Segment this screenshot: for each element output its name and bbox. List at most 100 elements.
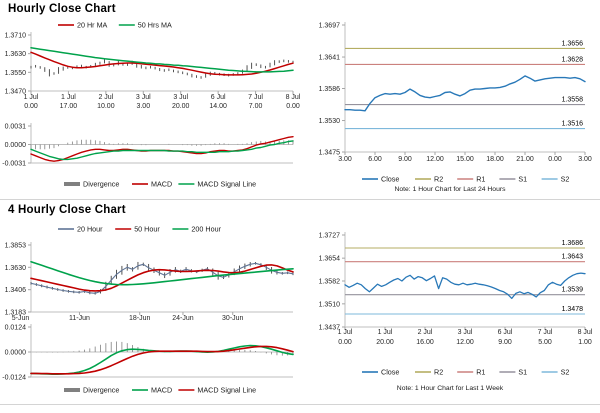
svg-text:1.3630: 1.3630 — [5, 265, 27, 272]
svg-text:21.00: 21.00 — [516, 156, 534, 163]
svg-text:1.3710: 1.3710 — [5, 33, 27, 40]
svg-text:MACD Signal Line: MACD Signal Line — [197, 180, 256, 189]
svg-text:1 Jul: 1 Jul — [378, 329, 393, 336]
svg-text:0.00: 0.00 — [548, 156, 562, 163]
svg-text:20.00: 20.00 — [376, 339, 394, 346]
svg-text:0.0031: 0.0031 — [5, 124, 27, 131]
svg-text:5-Jun: 5-Jun — [12, 315, 30, 322]
svg-text:20.00: 20.00 — [172, 103, 190, 110]
svg-text:1.3656: 1.3656 — [562, 40, 584, 47]
svg-text:20 Hr MA: 20 Hr MA — [77, 21, 108, 30]
svg-text:1.3586: 1.3586 — [319, 86, 341, 93]
svg-text:3.00: 3.00 — [578, 156, 592, 163]
svg-text:1.3475: 1.3475 — [319, 150, 341, 157]
svg-text:-0.0124: -0.0124 — [2, 375, 26, 382]
svg-text:50 Hrs MA: 50 Hrs MA — [138, 21, 172, 30]
svg-text:200 Hour: 200 Hour — [191, 225, 221, 234]
svg-text:9.00: 9.00 — [398, 156, 412, 163]
svg-text:6 Jul: 6 Jul — [498, 329, 513, 336]
svg-text:20 Hour: 20 Hour — [77, 225, 103, 234]
svg-text:8 Jul: 8 Jul — [578, 329, 593, 336]
svg-text:1.3727: 1.3727 — [319, 233, 341, 240]
four-hourly-close-chart-title: 4 Hourly Close Chart — [8, 204, 126, 216]
svg-text:10.00: 10.00 — [97, 103, 115, 110]
svg-text:9.00: 9.00 — [498, 339, 512, 346]
bottom-divider — [0, 404, 600, 405]
svg-text:R1: R1 — [476, 175, 485, 184]
svg-text:S1: S1 — [518, 368, 527, 377]
svg-text:24-Jun: 24-Jun — [172, 315, 194, 322]
svg-text:1.3550: 1.3550 — [5, 70, 27, 77]
svg-text:1 Jul: 1 Jul — [24, 94, 39, 101]
svg-text:3 Jul: 3 Jul — [136, 94, 151, 101]
svg-text:18-Jun: 18-Jun — [129, 315, 151, 322]
svg-text:S2: S2 — [561, 368, 570, 377]
svg-text:Divergence: Divergence — [83, 180, 119, 189]
svg-text:MACD: MACD — [151, 386, 172, 395]
svg-text:3.00: 3.00 — [338, 156, 352, 163]
svg-text:1.3686: 1.3686 — [562, 240, 584, 247]
svg-text:3 Jul: 3 Jul — [458, 329, 473, 336]
svg-text:30-Jun: 30-Jun — [222, 315, 244, 322]
svg-text:1.3582: 1.3582 — [319, 279, 341, 286]
svg-text:2 Jul: 2 Jul — [98, 94, 113, 101]
svg-text:0.00: 0.00 — [338, 339, 352, 346]
svg-text:1.3183: 1.3183 — [5, 310, 27, 317]
svg-text:1.3530: 1.3530 — [319, 118, 341, 125]
note-last-1-week: Note: 1 Hour Chart for Last 1 Week — [396, 385, 504, 392]
svg-text:1.3853: 1.3853 — [5, 243, 27, 250]
svg-text:7.00: 7.00 — [249, 103, 263, 110]
svg-text:15.00: 15.00 — [456, 156, 474, 163]
svg-text:16.00: 16.00 — [416, 339, 434, 346]
svg-text:1.00: 1.00 — [578, 339, 592, 346]
svg-text:R2: R2 — [434, 368, 443, 377]
svg-text:0.0124: 0.0124 — [5, 325, 27, 332]
svg-text:11-Jun: 11-Jun — [69, 315, 90, 322]
svg-text:6 Jul: 6 Jul — [211, 94, 226, 101]
svg-text:7 Jul: 7 Jul — [538, 329, 553, 336]
svg-text:1.3437: 1.3437 — [319, 325, 341, 332]
svg-text:1.3628: 1.3628 — [562, 56, 584, 63]
svg-text:1.3630: 1.3630 — [5, 51, 27, 58]
svg-text:1 Jul: 1 Jul — [338, 329, 353, 336]
svg-text:1.3406: 1.3406 — [5, 287, 27, 294]
svg-text:1.3478: 1.3478 — [562, 306, 584, 313]
svg-text:6.00: 6.00 — [368, 156, 382, 163]
svg-text:14.00: 14.00 — [209, 103, 227, 110]
svg-text:Close: Close — [381, 175, 399, 184]
svg-text:1.3654: 1.3654 — [319, 256, 341, 263]
hourly-close-chart-title: Hourly Close Chart — [8, 3, 116, 15]
svg-text:2 Jul: 2 Jul — [418, 329, 433, 336]
svg-text:12.00: 12.00 — [426, 156, 444, 163]
svg-text:7 Jul: 7 Jul — [248, 94, 263, 101]
svg-text:MACD: MACD — [151, 180, 172, 189]
svg-text:0.0000: 0.0000 — [5, 142, 27, 149]
section-divider — [0, 199, 600, 200]
svg-text:17.00: 17.00 — [60, 103, 78, 110]
svg-text:1.3510: 1.3510 — [319, 301, 341, 308]
svg-text:18.00: 18.00 — [486, 156, 504, 163]
svg-text:1.3697: 1.3697 — [319, 23, 341, 30]
svg-text:8 Jul: 8 Jul — [286, 94, 301, 101]
svg-text:5.00: 5.00 — [538, 339, 552, 346]
svg-text:50 Hour: 50 Hour — [134, 225, 160, 234]
svg-text:0.00: 0.00 — [286, 103, 300, 110]
svg-text:1 Jul: 1 Jul — [61, 94, 76, 101]
svg-text:-0.0031: -0.0031 — [2, 161, 26, 168]
svg-text:12.00: 12.00 — [456, 339, 474, 346]
svg-text:1.3643: 1.3643 — [562, 254, 584, 261]
svg-text:R1: R1 — [476, 368, 485, 377]
svg-text:1.3516: 1.3516 — [562, 121, 584, 128]
svg-text:0.0000: 0.0000 — [5, 350, 27, 357]
svg-text:1.3470: 1.3470 — [5, 89, 27, 96]
svg-text:S2: S2 — [561, 175, 570, 184]
svg-text:R2: R2 — [434, 175, 443, 184]
svg-text:S1: S1 — [518, 175, 527, 184]
svg-text:MACD Signal Line: MACD Signal Line — [197, 386, 256, 395]
svg-text:3 Jul: 3 Jul — [173, 94, 188, 101]
